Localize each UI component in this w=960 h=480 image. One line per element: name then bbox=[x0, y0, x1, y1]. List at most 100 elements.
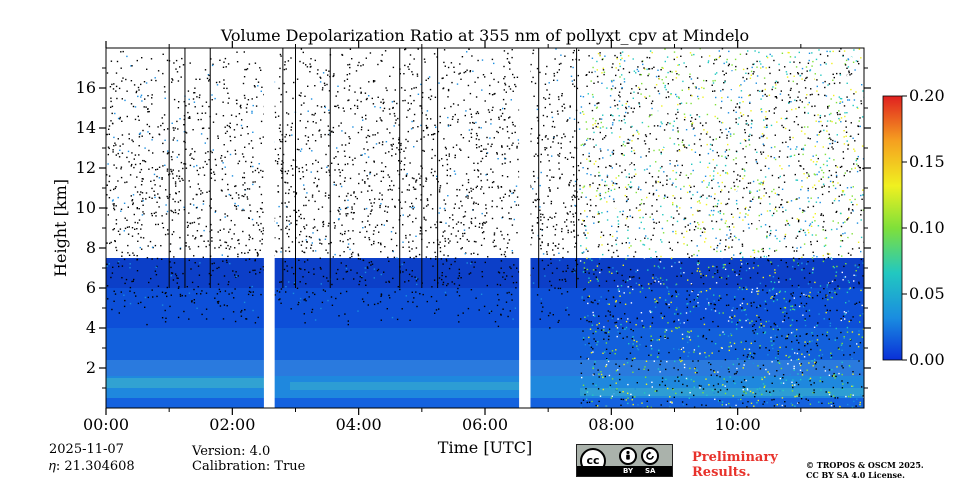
noise-speck bbox=[790, 155, 792, 157]
noise-speck bbox=[300, 92, 302, 94]
noise-speck bbox=[192, 235, 194, 237]
noise-speck bbox=[629, 352, 632, 354]
noise-speck bbox=[798, 197, 800, 199]
noise-speck bbox=[177, 128, 179, 130]
noise-speck bbox=[856, 163, 858, 165]
noise-speck bbox=[447, 195, 449, 197]
noise-speck bbox=[149, 133, 151, 135]
noise-speck bbox=[589, 186, 591, 188]
noise-speck bbox=[358, 283, 360, 286]
noise-speck bbox=[434, 223, 436, 226]
noise-speck bbox=[777, 156, 779, 159]
noise-speck bbox=[352, 218, 354, 220]
noise-speck bbox=[466, 194, 468, 197]
noise-speck bbox=[835, 275, 837, 277]
noise-speck bbox=[491, 181, 494, 184]
noise-speck bbox=[608, 271, 611, 273]
noise-speck bbox=[809, 340, 811, 343]
noise-speck bbox=[438, 277, 441, 279]
noise-speck bbox=[596, 60, 598, 63]
noise-speck bbox=[337, 268, 339, 271]
noise-speck bbox=[303, 184, 305, 186]
noise-speck bbox=[607, 310, 609, 312]
noise-speck bbox=[729, 236, 732, 238]
noise-speck bbox=[671, 330, 673, 332]
noise-speck bbox=[466, 262, 468, 264]
noise-speck bbox=[450, 233, 453, 235]
noise-speck bbox=[263, 93, 265, 96]
noise-speck bbox=[496, 153, 498, 155]
noise-speck bbox=[788, 52, 790, 54]
noise-speck bbox=[644, 376, 647, 378]
noise-speck bbox=[633, 226, 635, 228]
noise-speck bbox=[861, 116, 864, 118]
noise-speck bbox=[274, 294, 276, 296]
noise-speck bbox=[284, 140, 287, 143]
noise-speck bbox=[615, 301, 617, 303]
noise-speck bbox=[841, 365, 843, 367]
noise-speck bbox=[788, 356, 790, 358]
noise-speck bbox=[197, 183, 199, 185]
noise-speck bbox=[593, 222, 595, 224]
noise-speck bbox=[467, 156, 470, 158]
noise-speck bbox=[611, 211, 614, 213]
noise-speck bbox=[555, 48, 557, 50]
noise-speck bbox=[786, 76, 789, 78]
noise-speck bbox=[467, 197, 469, 199]
noise-speck bbox=[643, 368, 645, 370]
noise-speck bbox=[698, 247, 700, 249]
noise-speck bbox=[834, 373, 837, 376]
noise-speck bbox=[367, 149, 369, 151]
noise-speck bbox=[133, 213, 135, 216]
noise-speck bbox=[702, 221, 704, 223]
noise-speck bbox=[373, 242, 375, 245]
noise-speck bbox=[255, 105, 258, 107]
noise-speck bbox=[808, 362, 810, 364]
noise-speck bbox=[627, 112, 629, 114]
noise-speck bbox=[807, 261, 809, 263]
noise-speck bbox=[610, 181, 613, 183]
noise-speck bbox=[501, 207, 503, 210]
noise-speck bbox=[832, 220, 834, 222]
noise-speck bbox=[765, 67, 767, 69]
noise-speck bbox=[578, 219, 580, 221]
noise-speck bbox=[458, 268, 460, 271]
noise-speck bbox=[324, 84, 326, 86]
noise-speck bbox=[710, 369, 712, 371]
noise-speck bbox=[407, 102, 409, 104]
noise-speck bbox=[698, 88, 700, 90]
noise-speck bbox=[486, 179, 489, 181]
noise-speck bbox=[773, 322, 776, 325]
noise-speck bbox=[795, 198, 797, 201]
noise-speck bbox=[813, 173, 816, 175]
noise-speck bbox=[645, 90, 648, 92]
noise-speck bbox=[811, 272, 814, 274]
noise-speck bbox=[137, 233, 140, 235]
noise-speck bbox=[373, 202, 375, 204]
noise-speck bbox=[389, 185, 391, 187]
noise-speck bbox=[756, 75, 759, 77]
noise-speck bbox=[799, 99, 801, 101]
noise-speck bbox=[662, 184, 664, 187]
noise-speck bbox=[538, 134, 541, 136]
noise-speck bbox=[199, 94, 201, 96]
noise-speck bbox=[476, 134, 478, 137]
noise-speck bbox=[783, 319, 785, 321]
noise-speck bbox=[595, 160, 597, 163]
noise-speck bbox=[816, 339, 819, 341]
noise-speck bbox=[810, 384, 812, 386]
noise-speck bbox=[567, 231, 569, 234]
noise-speck bbox=[234, 202, 236, 205]
noise-speck bbox=[672, 182, 674, 184]
noise-speck bbox=[839, 166, 842, 168]
noise-speck bbox=[661, 241, 663, 243]
noise-speck bbox=[763, 144, 765, 147]
noise-speck bbox=[716, 117, 719, 120]
noise-speck bbox=[243, 195, 245, 198]
noise-speck bbox=[753, 78, 756, 80]
noise-speck bbox=[331, 283, 333, 286]
noise-speck bbox=[597, 81, 599, 83]
noise-speck bbox=[705, 150, 707, 153]
noise-speck bbox=[365, 284, 367, 286]
noise-speck bbox=[497, 158, 499, 160]
